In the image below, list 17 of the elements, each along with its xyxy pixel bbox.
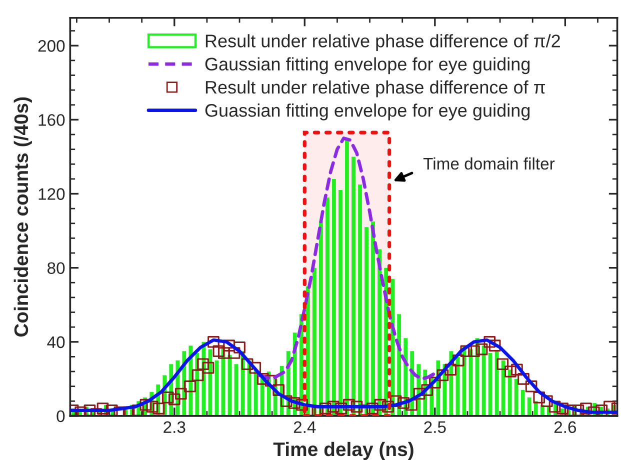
y-tick-label: 80 [48, 262, 65, 274]
y-axis-title: Coincidence counts (/40s) [14, 97, 32, 337]
y-tick-label: 40 [47, 336, 65, 348]
x-tick-label: 2.4 [294, 421, 316, 433]
legend-label: Gaussian fitting envelope for eye guiding [205, 57, 530, 74]
y-tick-label: 200 [38, 40, 65, 52]
x-axis-title: Time delay (ns) [273, 442, 414, 460]
y-tick-label: 0 [56, 410, 65, 422]
annotation: Time domain filter [423, 157, 555, 170]
legend-label: Guassian fitting envelope for eye guiding [205, 104, 530, 120]
legend-label: Result under relative phase difference of π/2 [206, 34, 560, 51]
y-tick-label: 120 [38, 188, 65, 200]
x-tick-label: 2.6 [554, 421, 576, 434]
x-tick-label: 2.5 [424, 421, 446, 434]
y-tick-label: 160 [38, 114, 65, 126]
x-tick-label: 2.3 [164, 421, 186, 434]
legend-label: Result under relative phase difference of π [206, 80, 546, 98]
